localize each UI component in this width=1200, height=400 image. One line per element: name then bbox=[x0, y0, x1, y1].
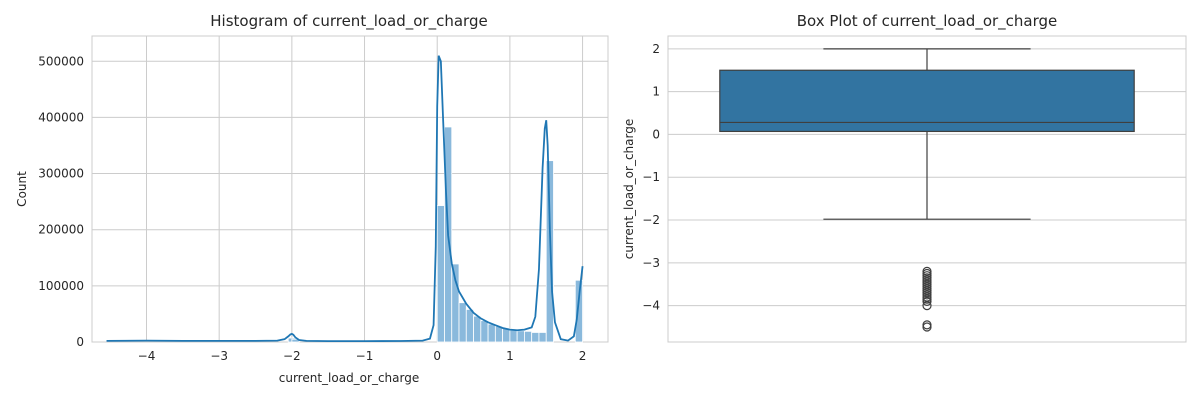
histogram-bar bbox=[516, 330, 525, 343]
y-tick-label: −2 bbox=[642, 213, 660, 227]
histogram-bar bbox=[487, 323, 496, 343]
histogram-bar bbox=[538, 332, 547, 343]
histogram-bar bbox=[458, 302, 467, 343]
y-tick-label: −4 bbox=[642, 299, 660, 313]
y-tick-label: 2 bbox=[652, 42, 660, 56]
x-tick-label: 1 bbox=[506, 349, 514, 363]
y-tick-label: 0 bbox=[652, 127, 660, 141]
histogram-bar bbox=[494, 325, 504, 343]
x-tick-label: −3 bbox=[210, 349, 228, 363]
boxplot-panel: 2 1 0 −1 −2 −3 −4 Box Plot of current_load_or_… bbox=[622, 12, 1187, 343]
histogram-y-ticks: 0 100000 200000 300000 400000 500000 bbox=[38, 54, 84, 349]
histogram-bar bbox=[465, 309, 474, 343]
y-tick-label: 100000 bbox=[38, 279, 84, 293]
x-tick-label: 2 bbox=[579, 349, 587, 363]
outlier-point bbox=[922, 322, 932, 332]
histogram-bar bbox=[502, 328, 511, 343]
histogram-x-axis-label: current_load_or_charge bbox=[279, 371, 420, 385]
x-tick-label: −2 bbox=[283, 349, 301, 363]
x-tick-label: −1 bbox=[356, 349, 374, 363]
histogram-bar bbox=[574, 279, 583, 343]
y-tick-label: −1 bbox=[642, 170, 660, 184]
histogram-bar bbox=[451, 263, 460, 343]
x-tick-label: −4 bbox=[138, 349, 156, 363]
boxplot-outliers bbox=[922, 266, 932, 332]
histogram-bar bbox=[480, 320, 489, 343]
y-tick-label: 0 bbox=[76, 335, 84, 349]
histogram-plot-area bbox=[91, 35, 609, 343]
boxplot-y-axis-label: current_load_or_charge bbox=[622, 119, 636, 260]
histogram-bar bbox=[524, 330, 533, 343]
histogram-bar bbox=[531, 332, 540, 343]
x-tick-label: 0 bbox=[433, 349, 441, 363]
histogram-bar bbox=[436, 205, 445, 343]
outlier-point bbox=[922, 301, 932, 311]
y-tick-label: 500000 bbox=[38, 54, 84, 68]
y-tick-label: 400000 bbox=[38, 110, 84, 124]
outlier-point bbox=[922, 296, 932, 306]
y-tick-label: 300000 bbox=[38, 167, 84, 181]
kde-line bbox=[106, 55, 584, 343]
boxplot-body bbox=[719, 48, 1135, 220]
histogram-panel: −4 −3 −2 −1 0 1 2 0 100000 200000 300000 400000 500… bbox=[15, 12, 609, 385]
histogram-bar bbox=[473, 315, 482, 343]
y-tick-label: 200000 bbox=[38, 223, 84, 237]
histogram-y-axis-label: Count bbox=[15, 171, 29, 207]
histogram-title: Histogram of current_load_or_charge bbox=[210, 12, 487, 31]
boxplot-title: Box Plot of current_load_or_charge bbox=[797, 12, 1058, 31]
histogram-bar bbox=[509, 329, 518, 343]
histogram-x-ticks: −4 −3 −2 −1 0 1 2 bbox=[138, 349, 587, 363]
boxplot-y-ticks: 2 1 0 −1 −2 −3 −4 bbox=[642, 42, 660, 313]
y-tick-label: 1 bbox=[652, 85, 660, 99]
box-iqr bbox=[719, 69, 1135, 133]
y-tick-label: −3 bbox=[642, 256, 660, 270]
